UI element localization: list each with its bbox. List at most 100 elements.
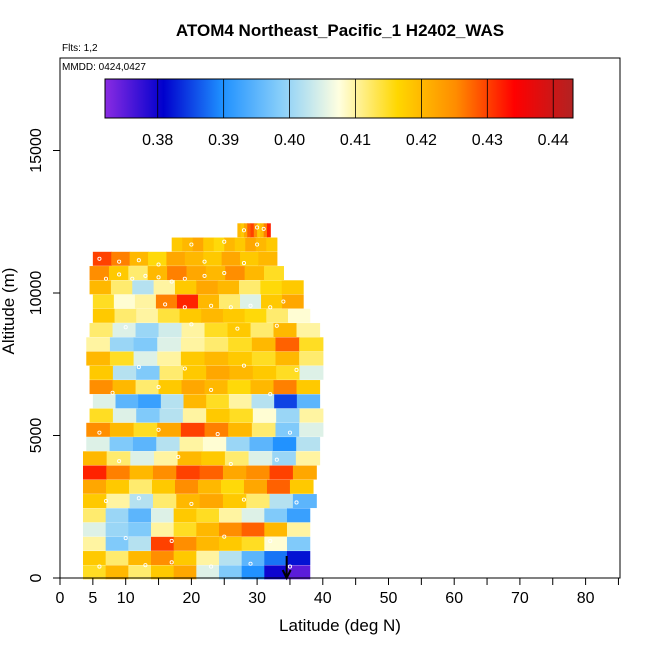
heatmap-cell	[129, 465, 154, 480]
heatmap-cell	[128, 266, 149, 281]
heatmap-cell	[196, 280, 219, 295]
heatmap-cell	[224, 237, 236, 252]
heatmap-cell	[186, 266, 207, 281]
heatmap-cell	[241, 551, 265, 566]
heatmap-cell	[204, 323, 229, 338]
heatmap-cell	[148, 251, 168, 266]
sample-point	[281, 299, 286, 304]
heatmap-cell	[174, 280, 197, 295]
heatmap-cell	[244, 308, 267, 323]
heatmap-cell	[173, 522, 197, 537]
heatmap-cell	[83, 451, 108, 466]
heatmap-cell	[160, 394, 185, 409]
heatmap-cell	[228, 337, 253, 352]
heatmap-cell	[213, 237, 225, 252]
heatmap-cell	[89, 365, 114, 380]
heatmap-cell	[295, 451, 321, 466]
heatmap-cell	[86, 437, 111, 452]
heatmap-cell	[150, 551, 175, 566]
sample-point	[202, 259, 207, 264]
heatmap-cell	[128, 551, 152, 566]
y-axis: 0 5000 10000 15000	[28, 128, 60, 582]
sample-point	[241, 497, 247, 502]
heatmap-cell	[253, 223, 258, 238]
heatmap-cell	[218, 522, 243, 537]
heatmap-cell	[83, 565, 107, 580]
heatmap-cell	[115, 394, 139, 409]
heatmap-layers	[83, 223, 324, 580]
heatmap-cell	[264, 565, 288, 580]
heatmap-cell	[266, 237, 278, 252]
heatmap-cell	[179, 437, 204, 452]
sample-point	[130, 276, 135, 281]
heatmap-cell	[181, 380, 206, 395]
x-tick-label: 50	[380, 590, 398, 607]
heatmap-cell	[128, 565, 152, 580]
heatmap-cell	[243, 479, 268, 494]
x-tick-label: 70	[511, 590, 529, 607]
heatmap-cell	[133, 351, 158, 366]
heatmap-cell	[252, 365, 277, 380]
heatmap-cell	[227, 380, 252, 395]
heatmap-cell	[264, 551, 288, 566]
heatmap-cell	[83, 479, 107, 494]
colorbar: 0.38 0.39 0.40 0.41 0.42 0.43 0.44	[104, 78, 574, 149]
sample-point	[222, 534, 227, 539]
heatmap-cell	[273, 380, 298, 395]
heatmap-cell	[83, 536, 107, 551]
heatmap-cell	[157, 351, 182, 366]
heatmap-cell	[182, 408, 207, 423]
heatmap-cell	[105, 565, 129, 580]
sample-point	[136, 258, 141, 263]
heatmap-cell	[112, 408, 137, 423]
heatmap-cell	[221, 251, 241, 266]
heatmap-cell	[249, 437, 274, 452]
colorbar-tick-label: 0.44	[538, 132, 569, 149]
sample-point	[235, 326, 240, 331]
colorbar-tick-label: 0.38	[142, 132, 173, 149]
heatmap-cell	[228, 394, 253, 409]
heatmap-cell	[245, 237, 257, 252]
y-tick-label: 10000	[28, 271, 45, 316]
heatmap-cell	[264, 522, 288, 537]
heatmap-cell	[128, 536, 152, 551]
heatmap-cell	[222, 308, 246, 323]
heatmap-cell	[92, 308, 116, 323]
heatmap-cell	[201, 451, 226, 466]
heatmap-cell	[196, 536, 220, 551]
heatmap-cell	[150, 508, 175, 523]
colorbar-tick-label: 0.40	[274, 132, 305, 149]
heatmap-cell	[299, 337, 324, 352]
heatmap-cell	[167, 266, 188, 281]
date-label: MMDD: 0424,0427	[62, 62, 146, 73]
heatmap-cell	[155, 294, 178, 309]
heatmap-cell	[269, 494, 294, 509]
sample-point	[117, 259, 122, 264]
heatmap-cell	[240, 294, 262, 309]
colorbar-tick-label: 0.43	[472, 132, 503, 149]
heatmap-cell	[296, 380, 321, 395]
heatmap-cell	[237, 223, 242, 238]
heatmap-cell	[111, 251, 131, 266]
heatmap-cell	[204, 380, 229, 395]
sample-point	[209, 303, 214, 308]
heatmap-cell	[133, 422, 158, 437]
heatmap-cell	[152, 494, 177, 509]
heatmap-cell	[150, 522, 175, 537]
heatmap-cell	[286, 522, 311, 537]
heatmap-cell	[133, 337, 158, 352]
sample-point	[103, 276, 109, 281]
sample-point	[123, 536, 128, 541]
heatmap-cell	[173, 536, 197, 551]
heatmap-cell	[266, 308, 289, 323]
heatmap-cell	[159, 365, 184, 380]
heatmap-cell	[197, 479, 222, 494]
sample-point	[182, 276, 187, 281]
heatmap-cell	[273, 323, 298, 338]
heatmap-cell	[218, 565, 243, 580]
heatmap-cell	[105, 551, 129, 566]
arrow-head	[281, 569, 292, 581]
heatmap-cell	[299, 365, 324, 380]
heatmap-cell	[281, 280, 304, 295]
heatmap-cell	[158, 323, 183, 338]
